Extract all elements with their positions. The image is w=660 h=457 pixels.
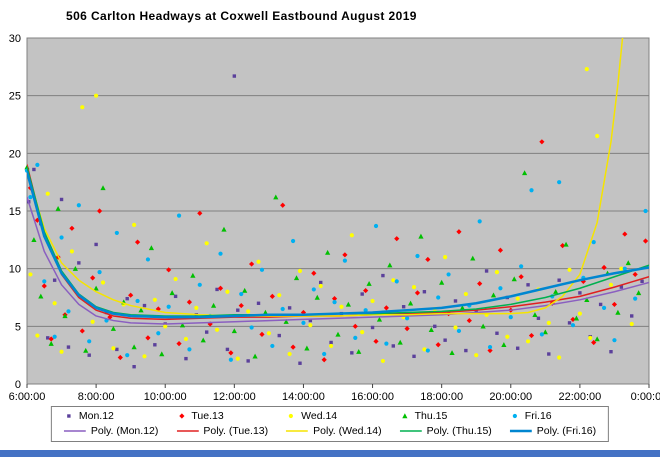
legend-item-tue-13: Tue.13 bbox=[176, 410, 268, 422]
legend-item-mon-12: Mon.12 bbox=[64, 410, 159, 422]
legend: Mon.12 Tue.13 Wed.14 Thu.15 Fri.16 Poly. (Mon… bbox=[50, 406, 610, 442]
scatter-series-fri-16 bbox=[24, 162, 648, 362]
x-tick-label: 8:00:00 bbox=[78, 391, 115, 401]
legend-item-poly-mon-12: Poly. (Mon.12) bbox=[63, 425, 159, 437]
scatter-series-thu-15 bbox=[24, 164, 642, 359]
plot-area: 0 5 10 15 20 25 30 6:00:00 8:00:00 10:00:00 12:00:… bbox=[9, 33, 660, 401]
legend-item-poly-tue-13: Poly. (Tue.13) bbox=[176, 425, 268, 437]
y-tick-label: 30 bbox=[9, 33, 21, 45]
legend-marker-icon bbox=[289, 413, 294, 419]
x-tick-label: 22:00:00 bbox=[558, 391, 601, 401]
legend-item-fri-16: Fri.16 bbox=[510, 410, 596, 422]
legend-line-icon bbox=[286, 430, 309, 432]
legend-item-wed-14-label: Wed.14 bbox=[301, 410, 338, 422]
poly-line-poly-fri-16 bbox=[27, 170, 649, 319]
y-tick-label: 0 bbox=[15, 379, 21, 391]
legend-item-poly-thu-15: Poly. (Thu.15) bbox=[399, 425, 492, 437]
poly-line-poly-mon-12 bbox=[27, 196, 649, 325]
legend-item-thu-15-label: Thu.15 bbox=[414, 410, 448, 422]
y-tick-label: 10 bbox=[9, 264, 21, 276]
legend-item-fri-16-label: Fri.16 bbox=[524, 410, 552, 422]
legend-item-mon-12-label: Mon.12 bbox=[78, 410, 114, 422]
legend-item-poly-mon-12-label: Poly. (Mon.12) bbox=[90, 425, 159, 437]
x-tick-label: 14:00:00 bbox=[282, 391, 325, 401]
legend-marker-icon bbox=[402, 413, 408, 419]
legend-item-poly-thu-15-label: Poly. (Thu.15) bbox=[426, 425, 492, 437]
y-tick-label: 20 bbox=[9, 148, 21, 160]
legend-item-poly-fri-16: Poly. (Fri.16) bbox=[509, 425, 597, 437]
legend-line-icon bbox=[399, 430, 422, 432]
legend-item-thu-15: Thu.15 bbox=[400, 410, 492, 422]
legend-item-poly-fri-16-label: Poly. (Fri.16) bbox=[536, 425, 597, 437]
x-tick-label: 18:00:00 bbox=[420, 391, 463, 401]
x-tick-label: 10:00:00 bbox=[144, 391, 187, 401]
y-tick-label: 5 bbox=[15, 321, 21, 333]
x-tick-label: 16:00:00 bbox=[351, 391, 394, 401]
legend-marker-icon bbox=[67, 414, 71, 418]
x-tick-label: 12:00:00 bbox=[213, 391, 256, 401]
scatter-series-wed-14 bbox=[28, 67, 634, 364]
legend-item-tue-13-label: Tue.13 bbox=[191, 410, 224, 422]
legend-line-icon bbox=[176, 430, 199, 432]
x-tick-label: 6:00:00 bbox=[9, 391, 46, 401]
legend-line-icon bbox=[63, 430, 86, 432]
legend-item-poly-wed-14: Poly. (Wed.14) bbox=[286, 425, 382, 437]
legend-item-wed-14: Wed.14 bbox=[286, 410, 381, 422]
x-tick-label: 0:00:00 bbox=[631, 391, 660, 401]
legend-marker-icon bbox=[512, 413, 517, 419]
y-tick-label: 15 bbox=[9, 206, 21, 218]
y-tick-label: 25 bbox=[9, 91, 21, 103]
legend-item-poly-tue-13-label: Poly. (Tue.13) bbox=[203, 425, 269, 437]
legend-item-poly-wed-14-label: Poly. (Wed.14) bbox=[313, 425, 382, 437]
x-tick-label: 20:00:00 bbox=[489, 391, 532, 401]
legend-marker-icon bbox=[178, 413, 184, 419]
poly-line-poly-wed-14 bbox=[27, 38, 624, 317]
bottom-window-edge bbox=[0, 450, 660, 457]
legend-line-icon bbox=[509, 429, 532, 433]
chart-title: 506 Carlton Headways at Coxwell Eastboun… bbox=[66, 9, 417, 23]
